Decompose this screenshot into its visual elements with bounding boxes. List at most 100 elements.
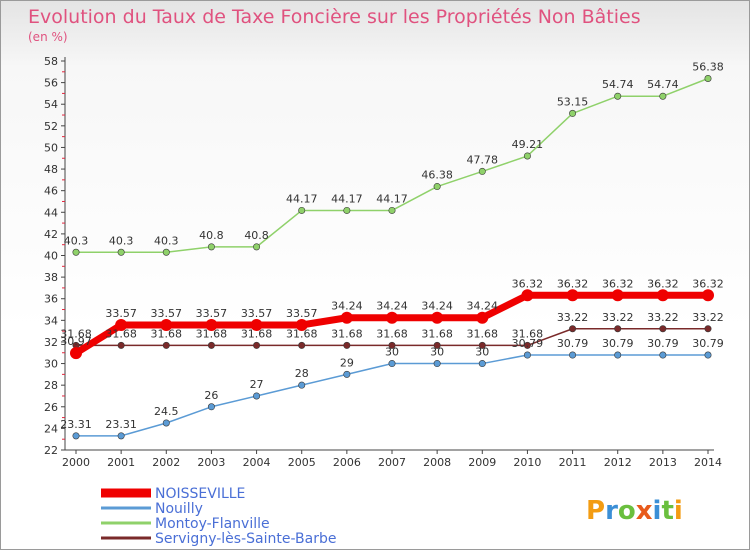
y-tick-label: 34 [44,314,58,327]
data-label: 30 [430,346,444,359]
chart-unit-label: (en %) [28,30,68,44]
data-label: 31.68 [421,327,453,340]
x-tick-label: 2008 [423,456,451,469]
data-point [569,351,577,359]
data-point [611,289,624,302]
data-label: 47.78 [467,153,499,166]
series-line-montoy-flanville [76,77,709,254]
data-label: 31.68 [286,327,318,340]
data-label: 49.21 [512,138,544,151]
data-label: 33.22 [557,311,589,324]
y-tick-label: 50 [44,141,58,154]
x-tick-label: 2009 [468,456,496,469]
data-label: 33.22 [602,311,634,324]
data-label: 30.79 [602,337,634,350]
x-tick-label: 2011 [559,456,587,469]
data-point [523,341,531,349]
data-label: 34.24 [376,300,408,313]
data-point [117,432,125,440]
data-point [478,167,486,175]
data-label: 30.79 [647,337,679,350]
data-label: 30 [385,346,399,359]
y-tick-label: 42 [44,228,58,241]
data-point [253,341,261,349]
data-label: 40.8 [199,229,224,242]
data-point [162,248,170,256]
data-point [343,370,351,378]
data-point [117,248,125,256]
y-tick-label: 46 [44,185,58,198]
x-tick-label: 2002 [152,456,180,469]
data-point [523,351,531,359]
data-point [162,341,170,349]
data-label: 33.22 [647,311,679,324]
data-label: 23.31 [60,418,92,431]
x-tick-label: 2007 [378,456,406,469]
legend-label: Montoy-Flanville [155,516,270,532]
y-tick-label: 38 [44,271,58,284]
data-point [295,318,308,331]
legend-label: Servigny-lès-Sainte-Barbe [155,531,336,547]
data-label: 30 [475,346,489,359]
data-point [388,206,396,214]
data-label: 33.57 [151,307,183,320]
y-tick-label: 40 [44,250,58,263]
data-point [656,289,669,302]
data-label: 30.79 [557,337,589,350]
data-label: 36.32 [647,277,679,290]
data-point [659,351,667,359]
data-label: 40.3 [109,234,134,247]
data-point [478,360,486,368]
data-point [72,432,80,440]
data-label: 23.31 [105,418,137,431]
data-point [386,311,398,324]
data-point [253,243,261,251]
data-point [115,318,128,331]
data-label: 31.68 [196,327,228,340]
data-label: 54.74 [602,78,634,91]
data-label: 36.32 [512,277,544,290]
y-tick-label: 22 [44,444,58,457]
series-line-nouilly [76,354,708,437]
data-point [569,109,577,117]
data-point [343,341,351,349]
data-point [253,392,261,400]
x-tick-label: 2003 [197,456,225,469]
data-point [207,341,215,349]
data-label: 31.68 [331,327,363,340]
proxiti-logo: Proxiti [586,496,683,526]
data-label: 33.57 [196,307,228,320]
data-point [704,75,712,83]
data-label: 56.38 [692,61,724,74]
data-label: 44.17 [376,192,408,205]
data-point [521,289,534,302]
data-label: 31.68 [105,327,137,340]
data-label: 44.17 [286,192,318,205]
data-label: 40.3 [154,234,179,247]
data-point [343,206,351,214]
chart-title: Evolution du Taux de Taxe Foncière sur l… [28,6,641,28]
data-label: 36.32 [602,277,634,290]
x-tick-label: 2006 [333,456,361,469]
data-point [659,92,667,100]
x-tick-label: 2001 [107,456,135,469]
y-tick-label: 24 [44,422,58,435]
x-tick-label: 2012 [604,456,632,469]
y-tick-label: 58 [44,55,58,68]
data-label: 31.68 [60,327,92,340]
data-label: 53.15 [557,95,589,108]
x-tick-label: 2010 [513,456,541,469]
data-label: 34.24 [331,300,363,313]
data-point [160,318,173,331]
data-point [476,311,489,324]
data-label: 33.22 [692,311,724,324]
data-point [614,351,622,359]
data-point [205,318,218,331]
data-label: 28 [295,367,309,380]
data-point [340,311,353,324]
data-point [388,360,396,368]
data-point [207,403,215,411]
data-point [388,341,396,349]
data-label: 31.68 [151,327,183,340]
